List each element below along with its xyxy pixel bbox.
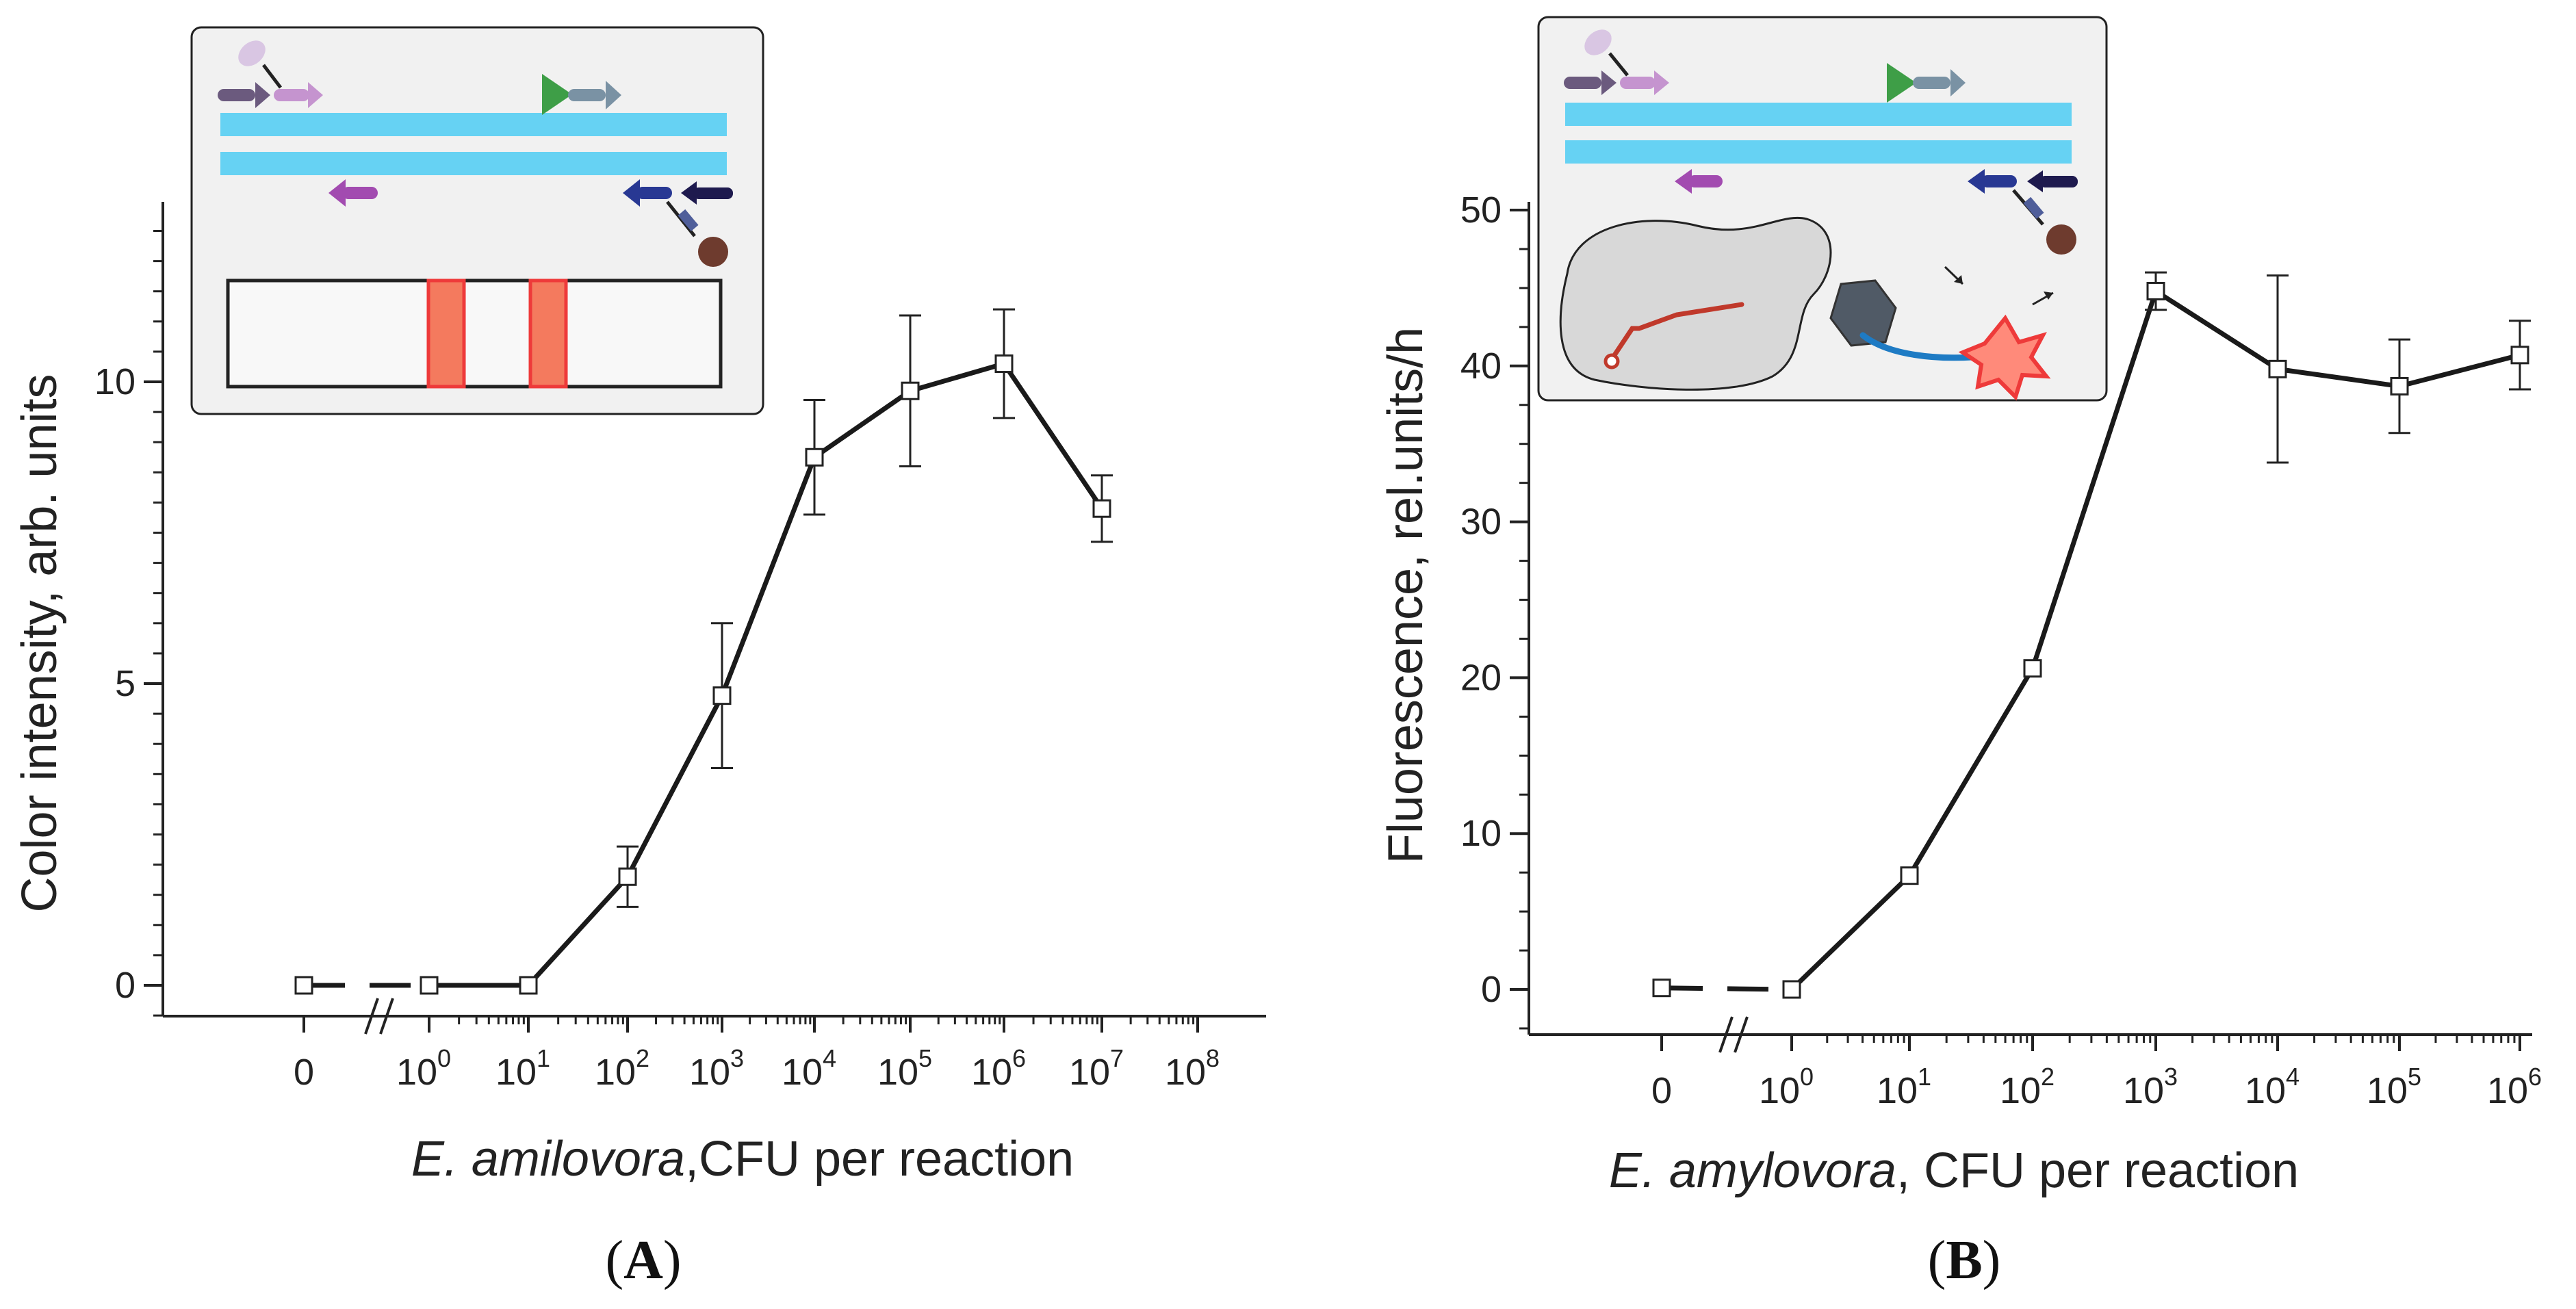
axes-b: 0 10 20 30 40 50 0 100 101 102 103 104 105 106 bbox=[1460, 190, 2542, 1111]
series-line bbox=[429, 361, 1104, 988]
x-tick-label: 105 bbox=[2367, 1063, 2421, 1111]
x-axis-title-a: E. amilovora,CFU per reaction bbox=[411, 1132, 1074, 1187]
x-tick-label: 106 bbox=[2487, 1063, 2542, 1111]
polymerase-strand-icon bbox=[1609, 302, 1744, 362]
inset-b-schematic bbox=[1537, 16, 2108, 402]
dna-strand-top bbox=[220, 113, 727, 136]
data-point-marker bbox=[1782, 980, 1801, 999]
primer-icon bbox=[1564, 29, 1669, 95]
reverse-primer-icon bbox=[329, 179, 378, 207]
test-strip-icon bbox=[226, 278, 723, 389]
x-tick-label: 108 bbox=[1165, 1044, 1220, 1093]
labeled-primer-icon bbox=[1968, 169, 2078, 255]
test-line bbox=[426, 278, 466, 389]
y-tick-label: 50 bbox=[1460, 190, 1502, 231]
axis-break-mark bbox=[364, 998, 379, 1035]
x-tick-label: 0 bbox=[1651, 1070, 1672, 1111]
dna-strand-bottom bbox=[220, 152, 727, 175]
panel-label-a: (A) bbox=[605, 1230, 681, 1291]
inset-a-schematic bbox=[190, 26, 764, 415]
x-tick-label: 105 bbox=[877, 1044, 932, 1093]
data-point-marker bbox=[994, 354, 1014, 374]
probe-icon bbox=[1887, 63, 1966, 103]
series-line-break-segment bbox=[1661, 985, 1792, 992]
x-tick-label: 107 bbox=[1069, 1044, 1124, 1093]
y-tick-label: 10 bbox=[1460, 813, 1502, 854]
reverse-primer-icon bbox=[1675, 169, 1723, 194]
data-point-marker bbox=[2390, 376, 2409, 396]
panel-b: 0 10 20 30 40 50 0 100 101 102 103 104 105 106 Fluore… bbox=[1378, 16, 2542, 1291]
labeled-primer-icon bbox=[623, 179, 733, 267]
x-tick-label: 100 bbox=[1759, 1063, 1814, 1111]
plot-area-a bbox=[294, 308, 1113, 995]
data-point-marker bbox=[420, 976, 439, 995]
probe-strand-icon bbox=[1859, 332, 1976, 361]
data-point-marker bbox=[1092, 499, 1111, 518]
y-tick-label: 30 bbox=[1460, 502, 1502, 543]
data-point-marker bbox=[2268, 359, 2287, 378]
x-tick-label: 100 bbox=[396, 1044, 451, 1093]
data-point-marker bbox=[1900, 866, 1919, 885]
data-point-marker bbox=[805, 448, 824, 467]
data-point-marker bbox=[2510, 346, 2529, 365]
x-tick-label: 104 bbox=[782, 1044, 836, 1093]
x-tick-label: 102 bbox=[595, 1044, 649, 1093]
data-point-marker bbox=[2023, 659, 2042, 678]
primer-icon bbox=[218, 40, 323, 108]
x-tick-label: 103 bbox=[689, 1044, 744, 1093]
data-point-marker bbox=[519, 976, 538, 995]
x-tick-label: 101 bbox=[495, 1044, 550, 1093]
y-axis-title-a: Color intensity, arb. units bbox=[12, 374, 67, 912]
y-tick-label: 0 bbox=[1481, 969, 1502, 1010]
x-tick-label: 104 bbox=[2245, 1063, 2300, 1111]
dna-strand-bottom bbox=[1565, 140, 2072, 164]
quencher-hexagon-icon bbox=[1829, 279, 1897, 347]
x-tick-label: 102 bbox=[2000, 1063, 2055, 1111]
panel-label-b: (B) bbox=[1928, 1230, 2001, 1291]
x-tick-label: 0 bbox=[294, 1052, 314, 1093]
dna-strand-top bbox=[1565, 103, 2072, 126]
x-tick-label: 106 bbox=[971, 1044, 1026, 1093]
x-axis-title-b: E. amylovora, CFU per reaction bbox=[1609, 1143, 2299, 1198]
x-tick-label: 101 bbox=[1877, 1063, 1931, 1111]
control-line bbox=[528, 278, 568, 389]
data-point-marker bbox=[712, 686, 732, 705]
axis-break-mark bbox=[379, 998, 394, 1035]
polymerase-icon bbox=[1559, 216, 1832, 391]
y-tick-label: 20 bbox=[1460, 657, 1502, 698]
x-tick-label: 103 bbox=[2123, 1063, 2178, 1111]
y-tick-label: 0 bbox=[115, 965, 136, 1006]
data-point-marker bbox=[618, 867, 637, 886]
axis-break-mark bbox=[1734, 1016, 1749, 1053]
plot-area-b bbox=[1652, 271, 2531, 999]
data-point-marker bbox=[294, 976, 313, 995]
y-tick-label: 5 bbox=[115, 663, 136, 704]
y-tick-label: 10 bbox=[94, 361, 136, 402]
data-point-marker bbox=[901, 381, 920, 400]
data-point-marker bbox=[2146, 281, 2165, 300]
probe-icon bbox=[542, 74, 621, 115]
data-point-marker bbox=[1652, 978, 1671, 998]
y-axis-title-b: Fluorescence, rel.units/h bbox=[1378, 327, 1433, 864]
fluorophore-star-icon bbox=[1958, 314, 2051, 401]
axis-break-mark bbox=[1718, 1016, 1734, 1053]
y-tick-label: 40 bbox=[1460, 346, 1502, 387]
